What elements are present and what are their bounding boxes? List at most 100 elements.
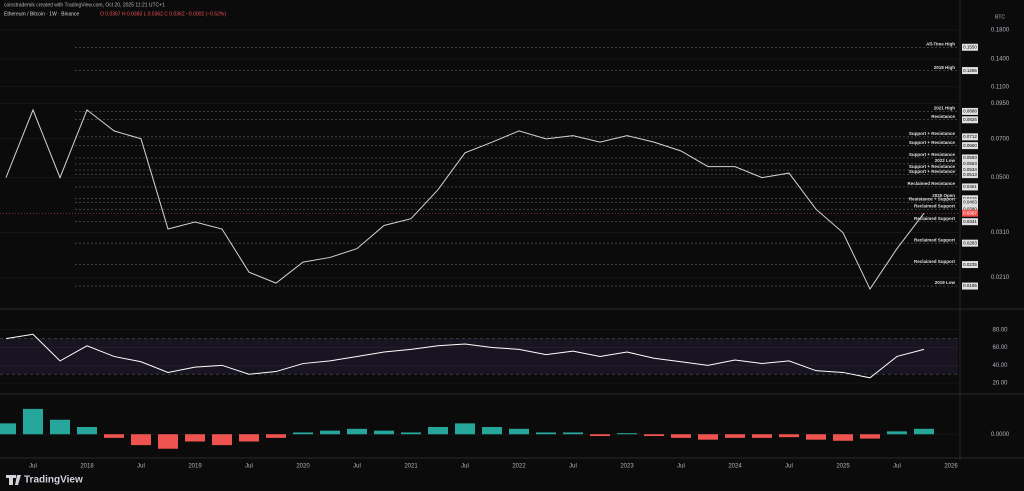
level-value-box [962,116,978,124]
level-value: 0.0660 [963,143,977,148]
x-tick-label: Jul [137,464,145,470]
level-label: Reclaimed Resistance [907,181,955,186]
macd-bar [536,432,556,435]
y-tick-label: 20.00 [992,381,1008,387]
macd-bar [185,434,205,442]
macd-bar [428,427,448,435]
macd-bar [563,432,583,435]
macd-bar [158,434,178,449]
level-value-box [962,43,978,51]
macd-bar [914,428,934,435]
x-tick-label: 2021 [404,464,418,470]
level-label: All-Time High [926,41,955,46]
x-tick-label: 2023 [620,464,634,470]
level-label: 2022 Low [935,158,956,163]
rsi-band [0,338,958,375]
level-value: 0.0195 [963,283,977,288]
macd-bar [887,431,907,435]
macd-bar [752,434,772,438]
x-tick-label: Jul [677,464,685,470]
level-label: 2021 High [934,106,956,111]
y-tick-label: 0.1100 [991,84,1010,90]
level-value: 0.0461 [963,184,977,189]
level-label: Reclaimed Support [914,259,956,264]
level-value-box [962,154,978,162]
level-value: 0.1550 [963,44,977,49]
level-value: 0.0712 [963,134,977,139]
level-value: 0.0416 [963,196,977,201]
level-label: Support + Resistance [909,140,956,145]
macd-bar [50,419,70,435]
x-tick-label: Jul [353,464,361,470]
macd-bar [698,434,718,440]
macd-bar [374,430,394,435]
macd-bar [833,434,853,441]
macd-bar [266,434,286,438]
x-tick-label: 2025 [836,464,850,470]
brand: TradingView [24,475,83,486]
y-tick-label: 0.1400 [991,57,1010,63]
x-tick-label: Jul [245,464,253,470]
level-value: 0.0593 [963,155,977,160]
level-value: 0.0380 [963,206,977,211]
x-tick-label: Jul [785,464,793,470]
macd-bar [725,434,745,438]
symbol: Ethereum / Bitcoin · 1W · Binance [4,11,80,17]
ohlc: O 0.0367 H 0.0383 L 0.0362 C 0.0362 −0.0… [100,11,226,17]
level-label: Resistance + Support [909,197,956,202]
macd-bar [293,432,313,435]
level-value-box [962,166,978,174]
level-value-box [962,205,978,213]
last-price-box [962,209,978,217]
y-tick-label: 40.00 [992,363,1008,369]
credit: coinstrademik created with TradingView.c… [4,2,165,8]
level-value-box [962,107,978,115]
level-label: Support + Resistance [909,169,956,174]
level-value-box [962,282,978,290]
x-tick-label: Jul [893,464,901,470]
y-tick-label: 0.0950 [991,101,1010,107]
level-label: Support + Resistance [909,164,956,169]
macd-bar [644,434,664,437]
macd-bar [617,433,637,435]
level-value: 0.0826 [963,117,977,122]
level-label: Reclaimed Support [914,237,956,242]
macd-bar [509,428,529,435]
macd-bar [131,434,151,446]
x-tick-label: 2026 [944,464,958,470]
y-tick-label: 0.0310 [991,230,1010,236]
y-tick-label: 60.00 [992,345,1008,351]
macd-bar [23,408,43,435]
macd-bar [482,427,502,435]
level-value: 0.0403 [963,200,977,205]
y-tick-label: 0.0500 [991,175,1010,181]
macd-bar [212,434,232,446]
level-value-box [962,142,978,150]
macd-bar [104,434,124,438]
macd-bar [779,434,799,438]
x-tick-label: Jul [461,464,469,470]
level-value-box [962,160,978,168]
x-tick-label: Jul [569,464,577,470]
level-label: 2018 High [934,65,956,70]
level-label: Resistance [931,114,955,119]
macd-bar [860,434,880,439]
last-price: 0.0367 [963,210,977,215]
level-value: 0.0563 [963,161,977,166]
macd-bar [455,423,475,435]
level-value: 0.0534 [963,167,977,172]
level-value: 0.1266 [963,68,977,73]
y-tick-label: 0.1800 [991,28,1010,34]
y-tick-label: 0.0000 [991,432,1010,438]
x-tick-label: 2024 [728,464,742,470]
x-tick-label: 2022 [512,464,526,470]
macd-bar [347,428,367,435]
level-value-box [962,239,978,247]
level-value: 0.0341 [963,219,977,224]
level-label: Reclaimed Support [914,203,956,208]
level-label: Reclaimed Support [914,216,956,221]
macd-bar [806,434,826,440]
level-value: 0.0235 [963,262,977,267]
